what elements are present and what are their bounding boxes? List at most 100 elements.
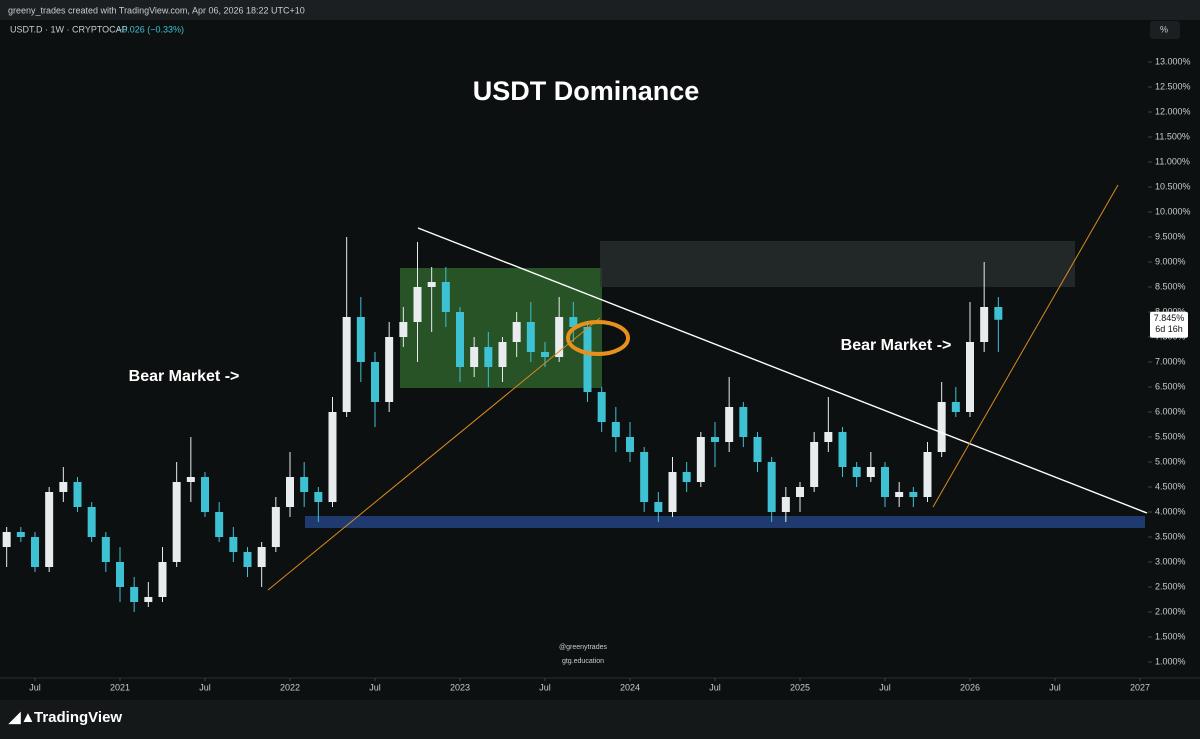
- x-tick-label: Jul: [369, 682, 381, 692]
- candle-body: [59, 482, 68, 492]
- candle-body: [144, 597, 153, 602]
- x-tick-label: 2024: [620, 682, 640, 692]
- y-tick-label: 9.000%: [1155, 256, 1186, 266]
- candle-body: [16, 532, 25, 537]
- candle-body: [966, 342, 974, 412]
- countdown: 6d 16h: [1155, 324, 1183, 334]
- y-tick-label: 9.500%: [1155, 231, 1186, 241]
- candle-body: [45, 492, 54, 567]
- candle-body: [512, 322, 521, 342]
- y-tick-label: 1.000%: [1155, 656, 1186, 666]
- footer-bar: [0, 700, 1200, 739]
- candle-body: [852, 467, 861, 477]
- scale-button-label: %: [1160, 24, 1168, 34]
- candle-body: [229, 537, 238, 552]
- x-tick-label: Jul: [29, 682, 41, 692]
- y-tick-label: 1.500%: [1155, 631, 1186, 641]
- candle-body: [286, 477, 294, 507]
- candle-body: [881, 467, 889, 497]
- y-tick-label: 12.000%: [1155, 106, 1191, 116]
- candle-body: [654, 502, 663, 512]
- candle-body: [172, 482, 181, 562]
- candle-body: [342, 317, 351, 412]
- candle-body: [484, 347, 493, 367]
- y-tick-label: 11.500%: [1155, 131, 1190, 141]
- x-tick-label: Jul: [879, 682, 891, 692]
- candle-body: [215, 512, 224, 537]
- y-tick-label: 4.500%: [1155, 481, 1186, 491]
- y-tick-label: 8.000%: [1155, 306, 1186, 316]
- candle-body: [824, 432, 833, 442]
- x-tick-label: 2026: [960, 682, 980, 692]
- candle-body: [526, 322, 535, 352]
- candle-body: [555, 317, 564, 357]
- y-tick-label: 3.500%: [1155, 531, 1186, 541]
- y-tick-label: 3.000%: [1155, 556, 1186, 566]
- lines: [267, 184, 1148, 591]
- y-tick-label: 5.000%: [1155, 456, 1186, 466]
- candle-body: [371, 362, 379, 402]
- candle-body: [994, 307, 1003, 320]
- candle-body: [271, 507, 280, 547]
- symbol: USDT.D · 1W · CRYPTOCAP: [10, 24, 128, 34]
- x-tick-label: Jul: [709, 682, 721, 692]
- candle-body: [569, 317, 578, 327]
- annotation: Bear Market ->: [841, 337, 952, 354]
- candle-body: [300, 477, 309, 492]
- support-band: [305, 516, 1145, 528]
- candle-body: [711, 437, 719, 442]
- candle-body: [668, 472, 677, 512]
- candle-body: [611, 422, 620, 437]
- y-tick-label: 2.000%: [1155, 606, 1186, 616]
- x-tick-label: Jul: [199, 682, 211, 692]
- y-tick-label: 6.500%: [1155, 381, 1186, 391]
- y-tick-label: 12.500%: [1155, 81, 1191, 91]
- attribution: greeny_trades created with TradingView.c…: [8, 5, 305, 15]
- candle-body: [980, 307, 989, 342]
- candle-body: [682, 472, 691, 482]
- candle-body: [441, 282, 450, 312]
- x-tick-label: 2027: [1130, 682, 1150, 692]
- candle-body: [696, 437, 705, 482]
- candle-body: [243, 552, 252, 567]
- y-tick-label: 2.500%: [1155, 581, 1186, 591]
- candle-body: [130, 587, 139, 602]
- x-tick-label: 2021: [110, 682, 130, 692]
- scale-button[interactable]: [1150, 21, 1180, 39]
- x-tick-label: Jul: [1049, 682, 1061, 692]
- annotation: Bear Market ->: [129, 368, 240, 385]
- trend-line: [417, 227, 1148, 514]
- candle-body: [116, 562, 124, 587]
- candle-body: [583, 327, 592, 392]
- candle-body: [796, 487, 804, 497]
- orange-line: [932, 184, 1119, 508]
- candle-body: [951, 402, 960, 412]
- y-tick-label: 4.000%: [1155, 506, 1186, 516]
- candle-body: [456, 312, 464, 367]
- y-tick-label: 10.000%: [1155, 206, 1191, 216]
- candle-body: [101, 537, 110, 562]
- candle-body: [356, 317, 365, 362]
- candle-body: [470, 347, 479, 367]
- candle-body: [427, 282, 436, 287]
- candle-body: [413, 287, 422, 322]
- change: −0.026 (−0.33%): [117, 24, 184, 34]
- y-tick-label: 13.000%: [1155, 56, 1191, 66]
- orange-line: [267, 317, 601, 591]
- candle-body: [810, 442, 819, 487]
- candle-body: [866, 467, 875, 477]
- y-tick-label: 8.500%: [1155, 281, 1186, 291]
- watermark: @greenytrades: [559, 644, 607, 651]
- candle-body: [2, 532, 11, 547]
- candle-body: [87, 507, 96, 537]
- candle-body: [626, 437, 634, 452]
- y-tick-label: 7.000%: [1155, 356, 1186, 366]
- candle-body: [725, 407, 734, 442]
- candle-body: [399, 322, 408, 337]
- x-tick-label: 2025: [790, 682, 810, 692]
- candle-body: [31, 537, 39, 567]
- candle-body: [541, 352, 549, 357]
- brand-logo: ◢▲: [8, 709, 35, 726]
- candle-body: [640, 452, 649, 502]
